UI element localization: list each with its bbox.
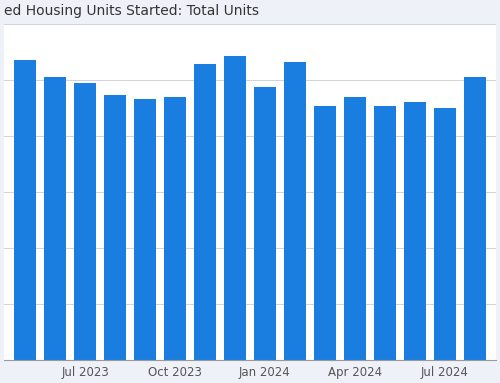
- Bar: [164, 97, 186, 360]
- Bar: [284, 62, 306, 360]
- Bar: [194, 64, 216, 360]
- Bar: [374, 106, 396, 360]
- Bar: [434, 108, 456, 360]
- Bar: [134, 98, 156, 360]
- Bar: [344, 97, 366, 360]
- Bar: [404, 102, 426, 360]
- Bar: [104, 95, 126, 360]
- Bar: [224, 56, 246, 360]
- Bar: [44, 77, 66, 360]
- Bar: [254, 87, 276, 360]
- Text: ed Housing Units Started: Total Units: ed Housing Units Started: Total Units: [4, 4, 259, 18]
- Bar: [14, 60, 36, 360]
- Bar: [74, 83, 96, 360]
- Bar: [464, 77, 486, 360]
- Bar: [314, 106, 336, 360]
